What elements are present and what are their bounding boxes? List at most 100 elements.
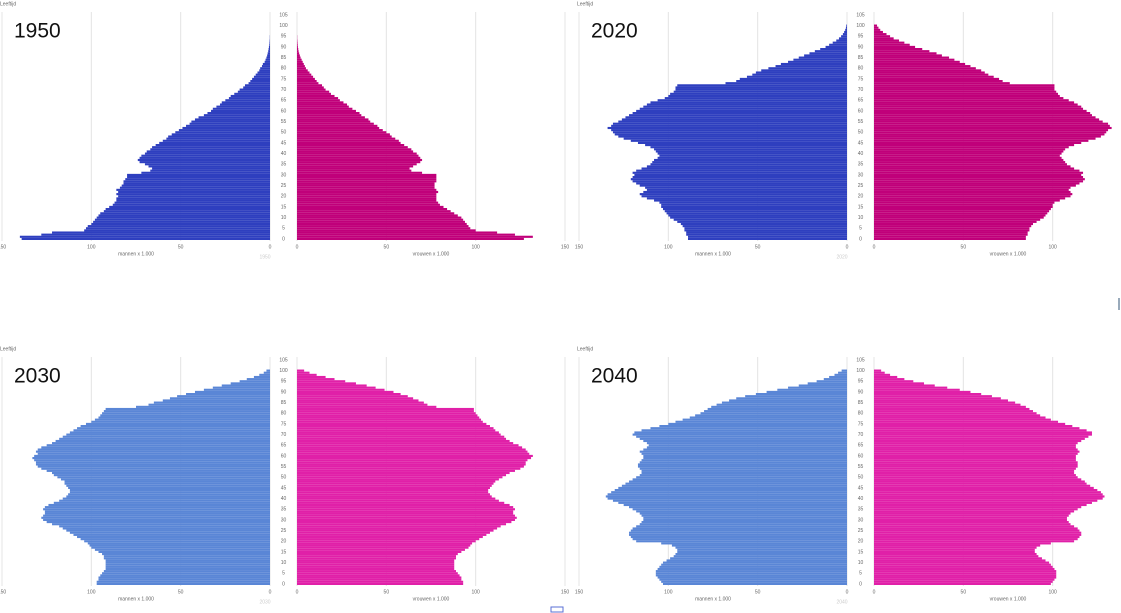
population-bar [612,131,847,134]
population-bar [768,67,847,70]
age-tick-label: 25 [858,528,864,534]
population-bar [621,118,847,121]
population-bar [21,237,270,240]
population-bar [641,452,847,455]
population-bar [661,563,847,566]
population-bar [874,521,1069,524]
population-bar [874,565,1053,568]
x-tick-label: 100 [1048,244,1057,250]
population-bar [874,382,925,385]
population-bar [297,469,515,472]
population-bar [874,375,898,379]
x-tick-label: 150 [0,244,6,250]
population-bar [874,491,1101,494]
age-tick-label: 10 [858,215,864,221]
population-bar [297,531,490,534]
population-bar [297,109,356,112]
population-bar [641,514,847,517]
population-bar [611,491,847,494]
population-bar [297,171,423,174]
population-bar [297,384,367,387]
x-tick-label: 0 [269,244,272,250]
population-bar [623,503,847,507]
population-bar [141,171,270,174]
population-bar [80,538,270,541]
population-bar [641,521,847,524]
population-bar [102,412,270,415]
population-bar [874,471,1075,475]
population-bar [874,527,1078,530]
population-bar [823,378,847,381]
population-bar [297,482,494,485]
population-bar [297,52,300,55]
population-bar [611,129,847,132]
population-bar [297,165,414,168]
population-bar [297,173,437,176]
population-bar [874,429,1087,432]
population-bar [94,418,270,421]
population-bar [874,493,1103,496]
population-bar [874,427,1080,430]
population-bar [297,184,435,187]
population-bar [836,39,847,42]
population-bar [639,474,847,477]
age-tick-label: 60 [281,453,287,459]
population-bar [874,529,1080,532]
population-bar [874,201,1055,204]
age-tick-label: 25 [281,183,287,189]
population-bar [874,412,1037,415]
age-tick-label: 100 [279,23,288,29]
population-bar [874,225,1032,228]
population-bar [874,99,1069,102]
age-tick-label: 50 [281,130,287,136]
population-bar [874,542,1051,545]
population-bar [297,163,417,166]
population-bar [297,538,480,541]
population-bar [297,501,505,504]
population-bar [297,73,312,76]
x-tick-label: 100 [664,589,673,595]
population-bar [297,158,423,162]
population-bar [874,50,930,53]
population-bar [874,73,989,76]
population-bar [874,582,1051,585]
population-bar [611,124,847,127]
population-bar [237,90,270,93]
population-bar [677,220,847,223]
population-bar [297,527,498,530]
population-bar [874,126,1112,130]
population-bar [736,80,847,83]
age-tick-label: 0 [859,581,862,587]
population-bar [729,399,847,402]
population-bar [874,439,1082,443]
population-bar [636,182,847,185]
population-bar [85,422,271,425]
population-bar [297,452,530,455]
population-bar [248,82,270,85]
population-bar [297,195,437,198]
population-bar [874,71,985,74]
population-bar [297,416,480,419]
x-axis-title: mannen x 1.000 [118,596,154,602]
population-bar [874,567,1055,571]
population-bar [646,103,847,106]
scroll-handle[interactable] [550,606,564,613]
population-bar [804,54,847,57]
x-tick-label: 100 [87,244,96,250]
population-bar [234,92,270,95]
population-bar [641,459,847,462]
population-bar [297,375,326,379]
population-bar [874,77,1000,80]
population-bar [874,454,1076,457]
population-bar [874,461,1078,464]
population-bar [297,431,499,434]
age-tick-label: 50 [858,475,864,481]
population-bar [643,448,847,451]
population-bar [761,69,847,72]
population-bar [654,148,847,151]
population-bar [874,184,1076,187]
population-bar [643,516,847,519]
population-bar [297,94,335,98]
population-bar [244,84,270,87]
population-bar [297,180,437,183]
